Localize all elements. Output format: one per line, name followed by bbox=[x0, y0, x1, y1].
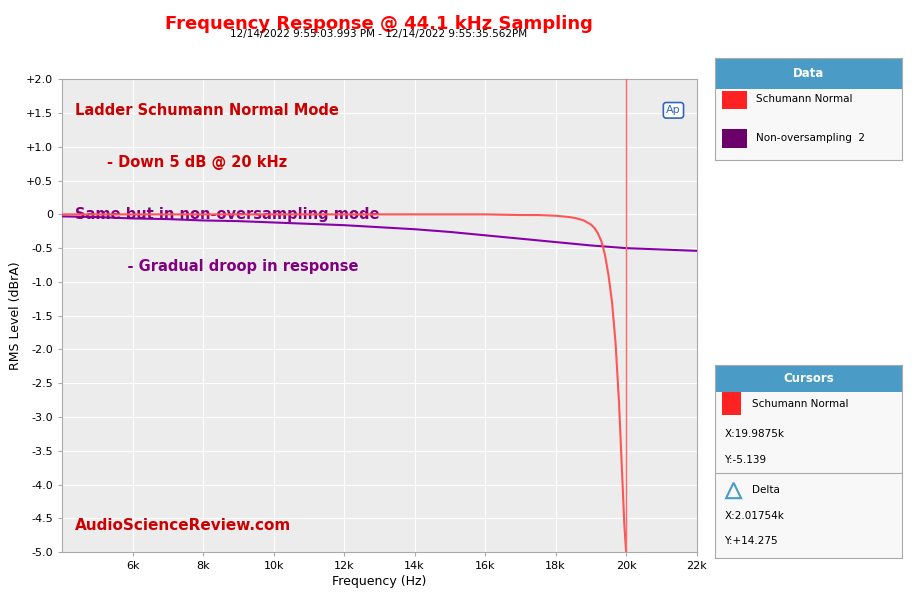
Text: Schumann Normal: Schumann Normal bbox=[752, 398, 849, 409]
Text: Frequency Response @ 44.1 kHz Sampling: Frequency Response @ 44.1 kHz Sampling bbox=[165, 15, 593, 34]
Bar bbox=[722, 392, 741, 415]
Text: - Gradual droop in response: - Gradual droop in response bbox=[107, 259, 358, 274]
Text: AudioScienceReview.com: AudioScienceReview.com bbox=[75, 518, 291, 533]
Text: Non-oversampling  2: Non-oversampling 2 bbox=[756, 132, 865, 143]
Y-axis label: RMS Level (dBrA): RMS Level (dBrA) bbox=[9, 261, 22, 370]
Text: Data: Data bbox=[792, 67, 824, 80]
Text: Delta: Delta bbox=[752, 486, 781, 495]
Bar bbox=[715, 365, 902, 392]
Text: Cursors: Cursors bbox=[783, 372, 834, 385]
Text: Schumann Normal: Schumann Normal bbox=[756, 94, 853, 104]
X-axis label: Frequency (Hz): Frequency (Hz) bbox=[332, 575, 426, 588]
Text: Ladder Schumann Normal Mode: Ladder Schumann Normal Mode bbox=[75, 103, 339, 118]
Text: Ap: Ap bbox=[666, 106, 681, 115]
Bar bbox=[715, 58, 902, 88]
Text: 12/14/2022 9:55:03.993 PM - 12/14/2022 9:55:35.562PM: 12/14/2022 9:55:03.993 PM - 12/14/2022 9… bbox=[230, 29, 528, 39]
Text: - Down 5 dB @ 20 kHz: - Down 5 dB @ 20 kHz bbox=[107, 155, 287, 170]
Text: Y:+14.275: Y:+14.275 bbox=[724, 536, 778, 545]
Bar bbox=[722, 91, 747, 109]
Text: X:2.01754k: X:2.01754k bbox=[724, 511, 784, 520]
Bar bbox=[722, 129, 747, 148]
Text: Y:-5.139: Y:-5.139 bbox=[724, 454, 766, 465]
Text: X:19.9875k: X:19.9875k bbox=[724, 429, 784, 439]
Text: Same but in non-oversampling mode: Same but in non-oversampling mode bbox=[75, 207, 379, 222]
